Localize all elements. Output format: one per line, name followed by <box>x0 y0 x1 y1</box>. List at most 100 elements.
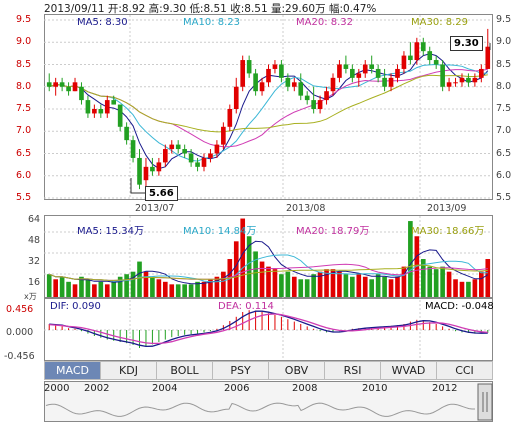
price-axis-tick: 7.5 <box>496 103 512 114</box>
candle-body <box>111 100 117 105</box>
candle-body <box>388 77 394 87</box>
volume-axis-label: 32 <box>28 256 41 267</box>
candle-body <box>227 109 233 127</box>
tab-kdj[interactable]: KDJ <box>101 362 157 379</box>
price-axis-tick: 6.0 <box>496 169 512 181</box>
volume-ma10-label: MA10: 14.84万 <box>183 226 257 237</box>
volume-bar <box>111 281 117 297</box>
volume-bar <box>440 266 445 297</box>
tab-obv[interactable]: OBV <box>269 362 325 379</box>
candle-body <box>298 82 304 96</box>
price-axis-tick: 8.5 <box>496 58 512 70</box>
candle-body <box>304 95 310 101</box>
volume-bar <box>195 281 200 297</box>
tab-wvad[interactable]: WVAD <box>381 362 437 379</box>
volume-bar <box>453 279 458 297</box>
candle-body <box>401 55 407 69</box>
candle-body <box>343 64 349 69</box>
price-ma5-label: MA5: 8.30 <box>77 17 128 28</box>
volume-bar <box>485 259 491 297</box>
price-ma30-label: MA30: 8.29 <box>411 17 469 28</box>
tab-rsi[interactable]: RSI <box>325 362 381 379</box>
volume-bar <box>356 274 362 297</box>
ma30-line <box>49 74 488 133</box>
volume-bar <box>137 261 142 297</box>
volume-bar <box>104 284 110 297</box>
month-label: 2013/09 <box>427 203 467 214</box>
volume-bar <box>446 271 452 297</box>
volume-bar <box>285 271 291 297</box>
candle-body <box>162 149 168 163</box>
candle-body <box>233 86 239 109</box>
tab-boll[interactable]: BOLL <box>157 362 213 379</box>
volume-bar <box>408 221 413 297</box>
price-axis-tick: 5.5 <box>496 192 512 203</box>
volume-bar <box>214 276 220 297</box>
candle-body <box>485 46 491 69</box>
volume-ma30-label: MA30: 18.66万 <box>411 226 485 237</box>
candle-body <box>150 166 155 172</box>
volume-bar <box>98 281 104 297</box>
volume-bar <box>188 284 194 297</box>
low-callout-leader <box>130 178 146 194</box>
volume-bar <box>291 276 297 297</box>
candle-body <box>356 73 362 78</box>
volume-bar <box>253 251 258 297</box>
volume-ma20-label: MA20: 18.79万 <box>296 226 370 237</box>
candle-body <box>375 68 381 78</box>
volume-axis-label: 16 <box>28 277 41 288</box>
candle-body <box>53 82 58 87</box>
macd-axis-label: 0.456 <box>6 304 34 315</box>
volume-bar <box>479 271 484 297</box>
candle-body <box>266 68 271 83</box>
volume-bar <box>162 281 168 297</box>
candle-body <box>214 144 220 154</box>
volume-bar <box>382 276 387 297</box>
candle-body <box>279 64 284 78</box>
candle-body <box>414 42 420 61</box>
candle-body <box>459 77 465 83</box>
candle-body <box>175 144 181 150</box>
volume-bar <box>388 279 394 297</box>
quote-date: 2013/09/11 <box>44 3 105 15</box>
volume-ma10-line <box>49 254 488 283</box>
tab-macd[interactable]: MACD <box>45 362 101 379</box>
volume-bar <box>175 284 181 297</box>
price-axis-tick: 9.0 <box>496 36 512 48</box>
volume-bar <box>337 271 342 297</box>
volume-bar <box>420 259 426 297</box>
volume-axis-label: 48 <box>28 235 41 246</box>
candle-body <box>240 60 246 87</box>
navigator-handle[interactable] <box>477 383 493 421</box>
price-panel-frame <box>44 14 493 200</box>
volume-bar <box>259 261 265 297</box>
volume-bars <box>46 218 491 297</box>
candle-body <box>440 64 445 87</box>
month-label: 2013/07 <box>135 203 175 214</box>
high-value: 9.30 <box>162 3 187 15</box>
candle-body <box>59 82 65 87</box>
candle-body <box>311 100 316 109</box>
high-price-callout: 9.30 <box>450 36 483 51</box>
volume-bar <box>92 284 97 297</box>
candle-body <box>472 77 478 83</box>
navigator-frame[interactable] <box>44 381 493 422</box>
candle-body <box>420 42 426 52</box>
tab-cci[interactable]: CCI <box>455 364 474 377</box>
volume-bar <box>79 276 84 297</box>
volume-bar <box>143 271 149 297</box>
year-label: 2008 <box>292 383 318 394</box>
macd-dif-label: DIF: 0.090 <box>50 301 101 312</box>
candle-body <box>350 68 355 78</box>
price-axis-tick: 7.0 <box>16 125 32 137</box>
candle-body <box>188 153 194 163</box>
candle-body <box>479 68 484 78</box>
tab-psy[interactable]: PSY <box>213 362 269 379</box>
volume-bar <box>182 284 187 297</box>
volume-bar <box>150 276 155 297</box>
candle-body <box>272 64 278 69</box>
price-axis-tick: 6.5 <box>496 147 512 159</box>
volume-bar <box>343 274 349 297</box>
volume-bar <box>169 284 175 297</box>
